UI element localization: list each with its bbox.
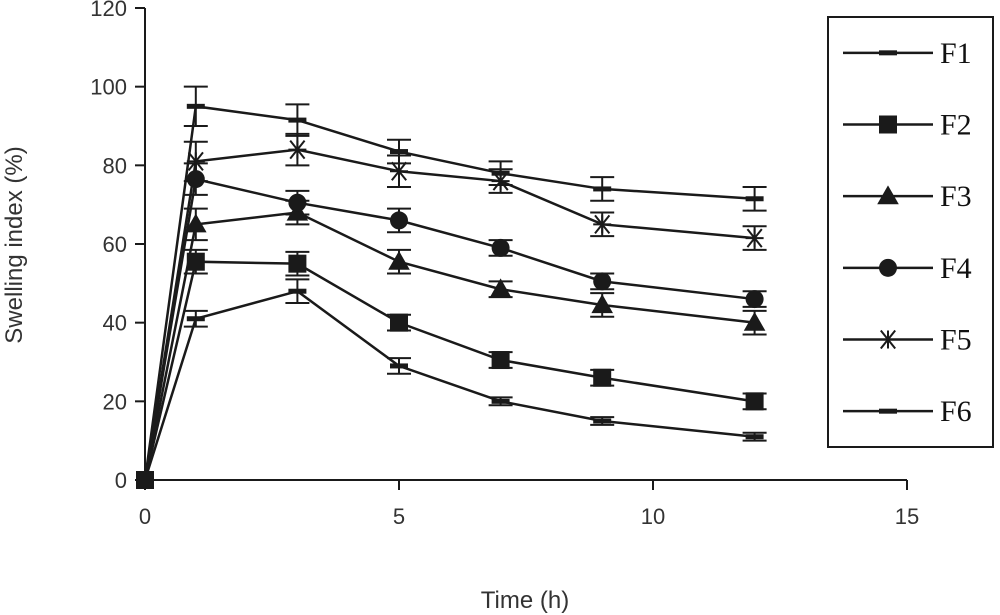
marker-dash — [186, 316, 205, 322]
legend: F1 F2 F3 F4 F5 F6 — [827, 16, 994, 448]
series-F3 — [136, 199, 767, 489]
x-tick-label: 0 — [139, 504, 151, 529]
marker-dash — [745, 196, 764, 202]
series-line — [143, 289, 755, 481]
legend-item-F4: F4 — [843, 252, 972, 285]
marker-star — [186, 151, 205, 172]
legend-item-F6: F6 — [843, 395, 972, 428]
series-F1 — [136, 278, 767, 489]
x-tick-label: 15 — [895, 504, 919, 529]
marker-dash — [491, 170, 510, 176]
legend-item-F2: F2 — [843, 109, 972, 142]
y-tick-label: 60 — [103, 232, 127, 257]
series-F2 — [136, 248, 767, 489]
marker-square — [593, 368, 612, 387]
axes: 0 5 10 15 0 20 40 60 80 100 120 — [90, 0, 919, 529]
marker-triangle — [591, 294, 613, 314]
legend-item-F1: F1 — [843, 37, 972, 70]
marker-dash — [390, 149, 408, 155]
legend-label: F3 — [940, 180, 972, 213]
series-line — [143, 260, 755, 481]
marker-dash — [593, 186, 612, 192]
x-tick-label: 10 — [641, 504, 665, 529]
marker-dash — [186, 103, 205, 109]
marker-star — [390, 161, 408, 181]
series-line — [143, 148, 755, 481]
marker-circle — [491, 238, 510, 257]
marker-triangle — [185, 213, 207, 233]
legend-item-F3: F3 — [843, 180, 972, 213]
x-axis-title: Time (h) — [481, 587, 569, 614]
marker-triangle — [877, 185, 899, 205]
series-line — [143, 104, 755, 481]
legend-label: F4 — [940, 252, 972, 285]
marker-square — [745, 392, 764, 411]
y-tick-label: 120 — [90, 0, 127, 21]
legend-label: F6 — [940, 395, 972, 428]
marker-circle — [288, 193, 307, 212]
marker-dash — [491, 398, 510, 404]
legend-item-F5: F5 — [843, 324, 972, 357]
legend-label: F2 — [940, 109, 972, 142]
marker-dash — [593, 418, 612, 424]
y-tick-label: 40 — [103, 311, 127, 336]
y-tick-label: 80 — [103, 153, 127, 178]
marker-square — [491, 351, 510, 370]
marker-dash — [288, 117, 307, 123]
marker-dash — [879, 50, 897, 56]
marker-square — [390, 313, 408, 332]
series-F6 — [136, 85, 767, 489]
marker-star — [593, 214, 612, 234]
marker-square — [879, 115, 897, 134]
legend-label: F1 — [940, 37, 972, 70]
marker-star — [745, 228, 764, 248]
marker-square — [186, 252, 205, 271]
y-tick-label: 100 — [90, 75, 127, 100]
legend-label: F5 — [940, 324, 972, 357]
marker-circle — [593, 272, 612, 291]
marker-dash — [288, 288, 307, 294]
marker-triangle — [489, 278, 512, 298]
marker-circle — [745, 290, 764, 309]
marker-star — [288, 139, 307, 160]
x-tick-label: 5 — [393, 504, 405, 529]
legend-box — [827, 16, 994, 448]
marker-square — [288, 254, 307, 273]
marker-circle — [879, 258, 897, 277]
marker-square — [136, 471, 154, 489]
series-line — [143, 177, 755, 481]
marker-dash — [879, 408, 897, 414]
marker-dash — [390, 363, 408, 369]
marker-circle — [390, 211, 408, 230]
series-F4 — [136, 162, 767, 489]
series-line — [143, 211, 755, 481]
y-tick-label: 0 — [115, 468, 127, 493]
series-layer — [136, 85, 767, 489]
marker-triangle — [388, 250, 410, 270]
y-axis-title: Swelling index (%) — [1, 146, 28, 343]
marker-triangle — [743, 311, 766, 331]
marker-dash — [745, 434, 764, 440]
marker-star — [879, 329, 897, 350]
y-tick-label: 20 — [103, 389, 127, 414]
series-F5 — [136, 132, 767, 489]
